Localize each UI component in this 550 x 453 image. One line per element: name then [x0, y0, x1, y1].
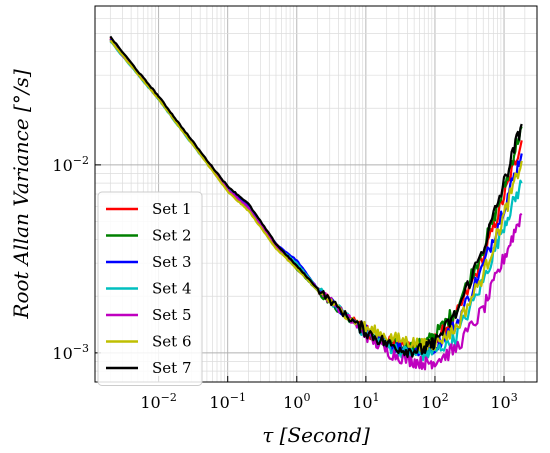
series-line-7 [109, 35, 523, 358]
legend-box [97, 191, 203, 386]
axis-ticks: 10−2 10−1 100 101 102 103 10−3 10−2 [52, 154, 517, 412]
y-tick-label: 10−3 [52, 342, 89, 363]
y-axis-label: Root Allan Variance [°/s] [9, 69, 33, 319]
legend-label: Set 2 [152, 227, 192, 245]
x-tick-label: 101 [352, 391, 379, 412]
legend-label: Set 4 [152, 280, 192, 298]
x-tick-label: 10−1 [209, 391, 246, 412]
x-tick-label: 103 [490, 391, 517, 412]
y-tick-label: 10−2 [52, 154, 89, 175]
legend-label: Set 7 [152, 359, 192, 377]
x-axis-label: τ [Second] [262, 423, 370, 447]
legend: Set 1 Set 2 Set 3 Set 4 Set 5 Set 6 Set 7 [97, 191, 203, 386]
legend-label: Set 6 [152, 333, 192, 351]
legend-label: Set 5 [152, 306, 192, 324]
series-lines [109, 35, 523, 371]
x-tick-label: 10−2 [140, 391, 177, 412]
plot-frame [94, 5, 538, 383]
legend-label: Set 3 [152, 253, 192, 271]
x-tick-label: 102 [421, 391, 448, 412]
series-line-6 [109, 39, 523, 352]
x-tick-label: 100 [283, 391, 310, 412]
legend-label: Set 1 [152, 200, 192, 218]
